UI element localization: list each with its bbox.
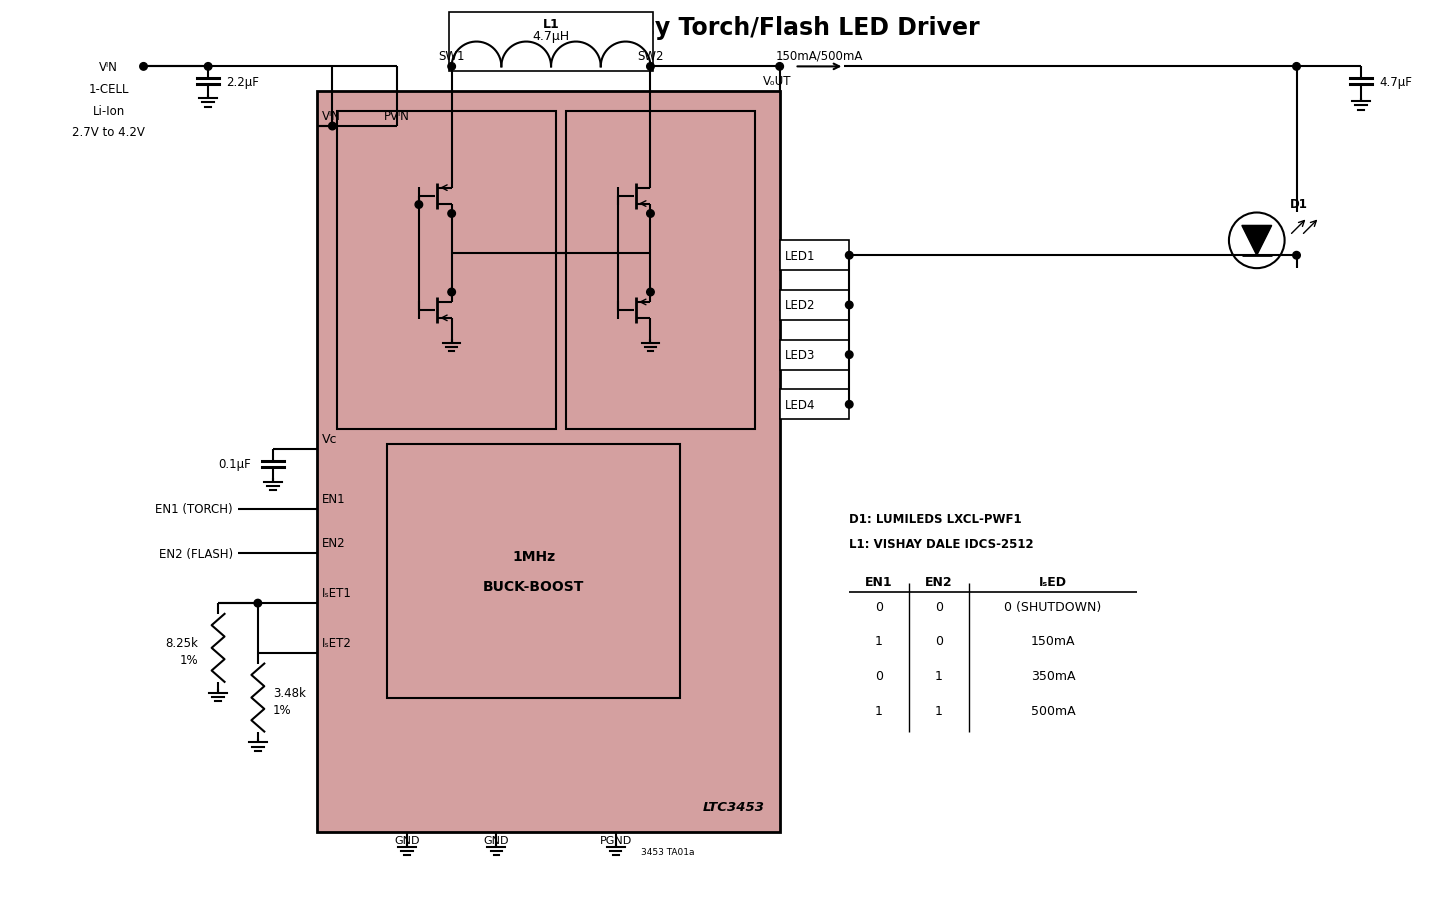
Circle shape [329,123,336,130]
Text: 4.7μF: 4.7μF [1379,75,1412,89]
FancyBboxPatch shape [780,340,850,370]
Text: PVᴵN: PVᴵN [384,110,410,123]
Text: 0: 0 [874,600,883,613]
Text: 350mA: 350mA [1031,669,1076,683]
Text: LED4: LED4 [784,399,815,412]
Text: GND: GND [394,834,419,845]
Circle shape [204,63,212,71]
Text: IₛED: IₛED [1040,575,1067,588]
Text: SW1: SW1 [438,51,465,63]
Text: Vᴄ: Vᴄ [322,433,336,446]
FancyBboxPatch shape [448,13,654,73]
Text: 4.7μH: 4.7μH [532,30,570,43]
Text: VᴵN: VᴵN [322,110,341,123]
Text: 1MHz: 1MHz [512,550,555,563]
Text: LED3: LED3 [784,348,815,362]
Text: L1: L1 [542,18,560,31]
Text: 1: 1 [935,704,942,717]
Text: 1: 1 [935,669,942,683]
Text: IₛET2: IₛET2 [322,636,351,649]
Text: EN1: EN1 [866,575,893,588]
Circle shape [647,210,654,218]
Circle shape [448,289,455,297]
FancyBboxPatch shape [780,290,850,321]
Circle shape [647,289,654,297]
Text: 2.7V to 4.2V: 2.7V to 4.2V [72,126,145,140]
Circle shape [776,63,783,71]
Text: 0.1μF: 0.1μF [218,458,251,471]
Text: 1-CELL: 1-CELL [88,83,129,96]
Text: 1: 1 [876,635,883,648]
Text: EN2 (FLASH): EN2 (FLASH) [160,548,233,561]
Text: VᴵN: VᴵN [99,61,119,74]
Text: SW2: SW2 [637,51,664,63]
Circle shape [845,401,853,409]
Text: EN2: EN2 [322,537,345,550]
Text: LED1: LED1 [784,249,815,263]
Text: Li-Ion: Li-Ion [93,105,125,118]
Text: 1: 1 [876,704,883,717]
Text: 2.2μF: 2.2μF [226,75,260,89]
Text: GND: GND [484,834,509,845]
Circle shape [448,63,455,71]
FancyBboxPatch shape [780,390,850,420]
Circle shape [845,252,853,260]
Text: 0: 0 [935,635,942,648]
Circle shape [415,201,422,210]
Circle shape [845,301,853,310]
Circle shape [254,600,261,607]
Text: LTC3453: LTC3453 [703,800,764,813]
Text: EN1: EN1 [322,493,345,505]
Circle shape [1293,252,1301,260]
Text: EN1 (TORCH): EN1 (TORCH) [155,503,233,516]
Circle shape [448,210,455,218]
Circle shape [647,63,654,71]
Text: BUCK-BOOST: BUCK-BOOST [483,579,584,593]
Text: VₒUT: VₒUT [763,75,790,88]
Text: 150mA: 150mA [1031,635,1076,648]
FancyBboxPatch shape [318,92,780,832]
Text: 3453 TA01a: 3453 TA01a [641,847,695,857]
Text: D1: D1 [1289,198,1308,210]
Text: D1: LUMILEDS LXCL-PWF1: D1: LUMILEDS LXCL-PWF1 [850,513,1022,526]
Text: 0: 0 [874,669,883,683]
Text: LED2: LED2 [784,299,815,312]
Text: 1%: 1% [180,653,199,666]
Text: 500mA: 500mA [1031,704,1076,717]
Text: PGND: PGND [599,834,632,845]
Text: 0: 0 [935,600,942,613]
Text: 8.25k: 8.25k [165,637,199,650]
FancyBboxPatch shape [780,241,850,271]
Text: 1%: 1% [273,703,291,716]
Text: IₛET1: IₛET1 [322,586,351,599]
Polygon shape [1241,226,1272,256]
Text: 150mA/500mA: 150mA/500mA [776,50,863,62]
Circle shape [845,351,853,359]
Circle shape [1293,63,1301,71]
Circle shape [139,63,148,71]
Text: EN2: EN2 [925,575,953,588]
Text: High Efficiency Torch/Flash LED Driver: High Efficiency Torch/Flash LED Driver [471,16,979,40]
Text: 0 (SHUTDOWN): 0 (SHUTDOWN) [1005,600,1102,613]
Text: L1: VISHAY DALE IDCS-2512: L1: VISHAY DALE IDCS-2512 [850,538,1034,550]
Text: 3.48k: 3.48k [273,686,306,699]
